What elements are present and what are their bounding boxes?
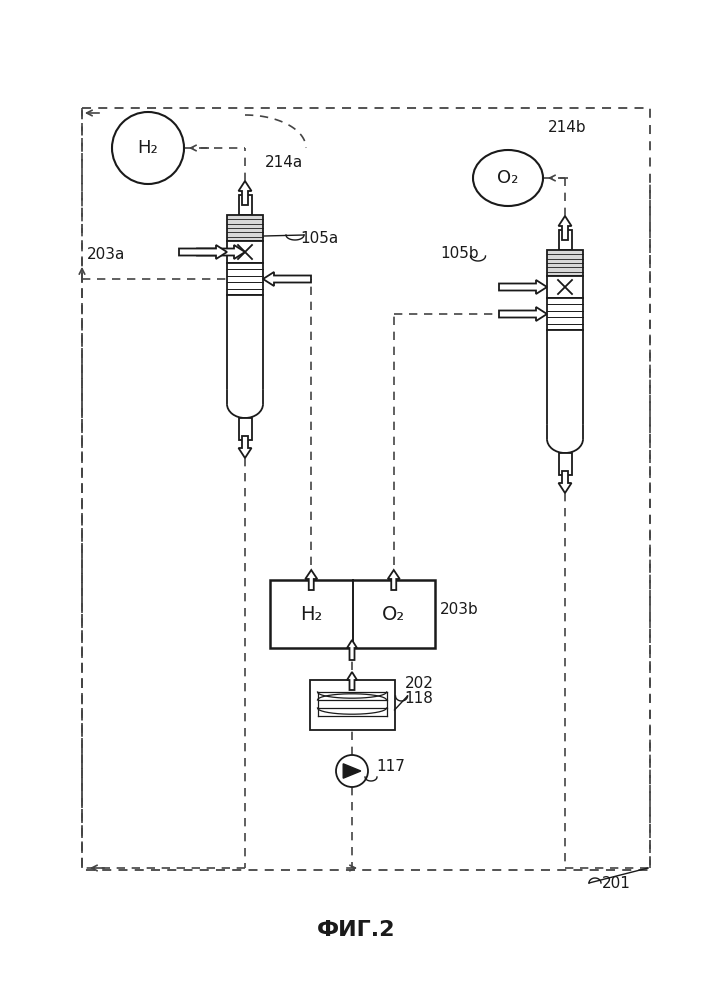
- Polygon shape: [347, 672, 357, 690]
- Bar: [227, 215, 263, 241]
- Text: 203b: 203b: [440, 602, 478, 617]
- Text: 214b: 214b: [548, 120, 587, 135]
- Polygon shape: [388, 570, 400, 590]
- Bar: [558, 453, 572, 475]
- Polygon shape: [499, 280, 547, 294]
- Polygon shape: [239, 181, 252, 205]
- Bar: [309, 680, 394, 730]
- Polygon shape: [179, 245, 227, 259]
- Text: 117: 117: [376, 759, 405, 774]
- Bar: [547, 276, 583, 298]
- Polygon shape: [343, 764, 361, 778]
- Bar: [227, 295, 263, 390]
- Bar: [227, 263, 263, 295]
- Text: 203a: 203a: [87, 247, 125, 262]
- Polygon shape: [263, 272, 311, 286]
- Bar: [227, 241, 263, 263]
- Ellipse shape: [547, 425, 583, 453]
- Polygon shape: [558, 471, 572, 493]
- Polygon shape: [558, 216, 572, 240]
- Bar: [227, 390, 263, 404]
- Bar: [82, 108, 650, 870]
- Bar: [270, 580, 435, 648]
- Text: ФИГ.2: ФИГ.2: [317, 920, 395, 940]
- Text: 105b: 105b: [440, 246, 478, 261]
- Text: 105a: 105a: [300, 231, 338, 246]
- Text: H₂: H₂: [300, 604, 322, 623]
- Bar: [558, 230, 572, 250]
- Bar: [239, 195, 252, 215]
- Bar: [547, 250, 583, 276]
- Bar: [547, 425, 583, 439]
- Circle shape: [336, 755, 368, 787]
- Text: 214a: 214a: [265, 155, 303, 170]
- Circle shape: [112, 112, 184, 184]
- Ellipse shape: [227, 390, 263, 418]
- Polygon shape: [197, 245, 245, 259]
- Bar: [547, 330, 583, 425]
- Polygon shape: [347, 640, 357, 660]
- Text: H₂: H₂: [138, 139, 158, 157]
- Bar: [546, 424, 584, 440]
- Text: 201: 201: [602, 876, 631, 891]
- Text: 118: 118: [404, 691, 434, 706]
- Text: O₂: O₂: [497, 169, 518, 187]
- Bar: [547, 298, 583, 330]
- Polygon shape: [499, 307, 547, 321]
- Bar: [226, 389, 264, 405]
- Bar: [239, 418, 252, 440]
- Ellipse shape: [473, 150, 543, 206]
- Text: O₂: O₂: [382, 604, 406, 623]
- Text: 202: 202: [404, 676, 434, 691]
- Polygon shape: [239, 436, 252, 458]
- Polygon shape: [305, 570, 317, 590]
